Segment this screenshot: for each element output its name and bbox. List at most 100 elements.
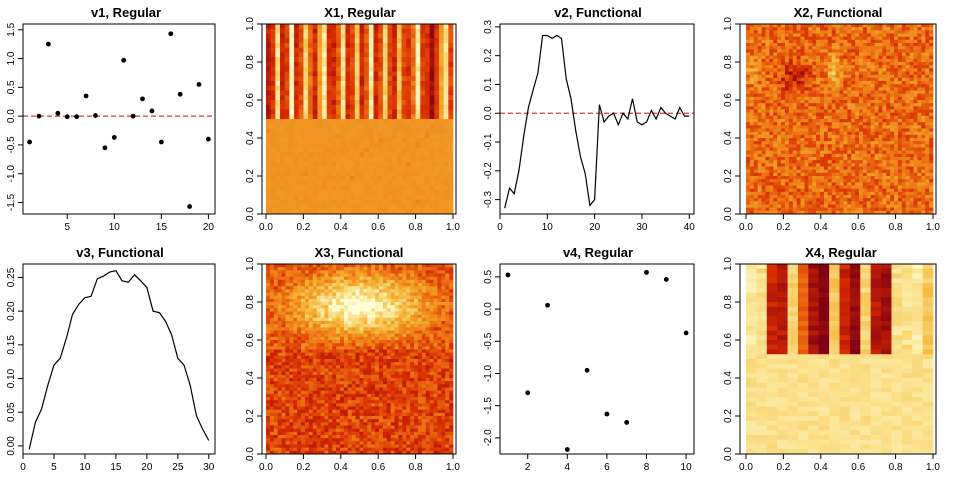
heatmap-cell: [316, 283, 321, 287]
heatmap-cell: [761, 182, 766, 186]
heatmap-cell: [266, 157, 272, 163]
heatmap-cell: [769, 33, 774, 38]
heatmap-cell: [827, 144, 833, 148]
heatmap-cell: [890, 106, 895, 110]
heatmap-cell: [812, 128, 817, 133]
heatmap-cell: [804, 71, 809, 76]
heatmap-cell: [322, 104, 328, 110]
heatmap-cell: [448, 71, 454, 77]
x-axis-tick-label: 5: [51, 462, 57, 473]
heatmap-cell: [878, 62, 883, 66]
heatmap-cell: [429, 264, 434, 268]
heatmap-cell: [322, 166, 328, 172]
heatmap-cell: [808, 52, 813, 57]
heatmap-cell: [897, 204, 903, 209]
heatmap-cell: [925, 119, 930, 123]
heatmap-cell: [448, 81, 454, 87]
heatmap-cell: [820, 179, 825, 183]
heatmap-cell: [382, 180, 388, 186]
heatmap-cell: [851, 147, 856, 152]
heatmap-cell: [796, 90, 801, 95]
heatmap-cell: [804, 153, 809, 158]
heatmap-cell: [866, 185, 872, 190]
heatmap-cell: [443, 204, 449, 210]
heatmap-cell: [858, 204, 864, 209]
heatmap-cell: [820, 166, 825, 171]
heatmap-cell: [340, 95, 346, 101]
data-point: [206, 136, 211, 142]
heatmap-cell: [438, 62, 445, 68]
heatmap-cell: [749, 157, 755, 161]
heatmap-cell: [275, 24, 281, 30]
heatmap-cell: [808, 201, 813, 205]
heatmap-cell: [359, 147, 365, 153]
heatmap-cell: [448, 123, 454, 129]
heatmap-cell: [415, 161, 421, 167]
heatmap-cell: [831, 119, 837, 123]
heatmap-cell: [420, 185, 426, 191]
heatmap-cell: [800, 87, 805, 91]
heatmap-cell: [773, 87, 778, 91]
y-axis-tick-label: 0.5: [6, 80, 17, 94]
heatmap-cell: [874, 58, 879, 63]
heatmap-cell: [929, 147, 934, 152]
heatmap-cell: [866, 144, 872, 148]
heatmap-cell: [312, 180, 318, 186]
heatmap-cell: [812, 157, 817, 161]
heatmap-cell: [303, 204, 309, 210]
heatmap-cell: [901, 166, 907, 171]
heatmap-cell: [929, 138, 934, 142]
heatmap-cell: [277, 283, 282, 287]
heatmap-cell: [901, 68, 907, 72]
heatmap-cell: [804, 191, 809, 196]
heatmap-cell: [839, 93, 844, 98]
x-axis-tick-label: 0.2: [776, 222, 790, 233]
heatmap-cell: [823, 46, 829, 50]
heatmap-cell: [858, 163, 864, 167]
heatmap-cell: [345, 119, 351, 125]
heatmap-cell: [773, 84, 778, 88]
heatmap-cell: [823, 39, 829, 44]
heatmap-cell: [839, 36, 844, 41]
heatmap-cell: [270, 76, 276, 82]
heatmap-cell: [905, 122, 911, 126]
heatmap-cell: [870, 90, 875, 95]
heatmap-cell: [831, 84, 837, 88]
heatmap-cell: [415, 76, 421, 82]
heatmap-cell: [350, 190, 356, 196]
heatmap-cell: [921, 33, 926, 38]
heatmap-cell: [749, 46, 755, 50]
heatmap-cell: [777, 106, 782, 110]
heatmap-cell: [429, 109, 435, 115]
heatmap-cell: [757, 112, 762, 117]
heatmap-cell: [804, 204, 809, 209]
heatmap-cell: [368, 190, 374, 196]
heatmap-cell: [781, 58, 786, 63]
heatmap-cell: [921, 77, 926, 82]
heatmap-cell: [858, 100, 864, 104]
heatmap-cell: [808, 134, 813, 139]
heatmap-cell: [298, 209, 304, 215]
heatmap-cell: [757, 141, 762, 145]
heatmap-cell: [410, 123, 416, 129]
heatmap-cell: [831, 93, 837, 98]
heatmap-cell: [894, 87, 899, 91]
heatmap-cell: [445, 276, 450, 281]
heatmap-cell: [304, 264, 310, 268]
heatmap-cell: [816, 96, 821, 101]
heatmap-cell: [788, 134, 794, 139]
heatmap-cell: [354, 28, 360, 34]
heatmap-cell: [808, 55, 813, 60]
heatmap-cell: [275, 71, 281, 77]
heatmap-cell: [831, 198, 837, 202]
heatmap-cell: [429, 43, 435, 49]
heatmap-cell: [289, 71, 295, 77]
heatmap-cell: [406, 57, 412, 63]
heatmap-cell: [890, 166, 895, 171]
heatmap-cell: [378, 176, 384, 182]
heatmap-cell: [925, 201, 930, 205]
heatmap-cell: [812, 106, 817, 110]
heatmap-cell: [788, 172, 794, 177]
heatmap-cell: [886, 43, 891, 47]
heatmap-cell: [336, 76, 342, 82]
